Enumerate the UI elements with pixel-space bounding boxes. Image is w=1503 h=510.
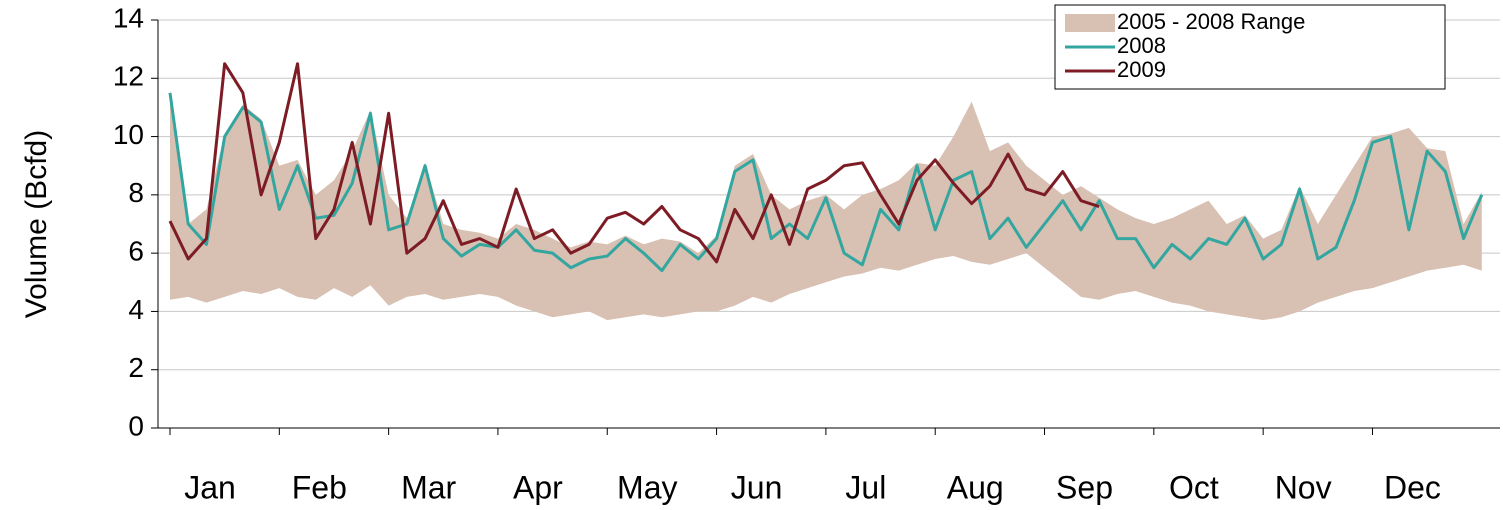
y-axis-title: Volume (Bcfd): [20, 130, 53, 318]
y-tick-label: 8: [128, 177, 144, 208]
legend-swatch: [1065, 14, 1115, 32]
legend-box: [1054, 4, 1446, 90]
x-tick-label: Dec: [1384, 469, 1441, 505]
y-tick-label: 2: [128, 352, 144, 383]
range-area: [170, 89, 1482, 321]
y-tick-label: 4: [128, 294, 144, 325]
series-line: [168, 62, 1100, 264]
x-tick-label: Oct: [1169, 469, 1219, 505]
x-tick-label: May: [617, 469, 677, 505]
x-tick-label: Feb: [292, 469, 347, 505]
x-tick-label: Jun: [731, 469, 783, 505]
x-tick-label: Jul: [845, 469, 886, 505]
x-tick-label: Aug: [947, 469, 1004, 505]
x-tick-label: Jan: [184, 469, 236, 505]
x-tick-label: Apr: [513, 469, 563, 505]
y-tick-label: 6: [128, 236, 144, 267]
legend-label: 2008: [1117, 33, 1166, 58]
x-tick-label: Sep: [1056, 469, 1113, 505]
x-tick-label: Mar: [401, 469, 456, 505]
y-tick-label: 14: [113, 2, 144, 33]
legend-label: 2009: [1117, 57, 1166, 82]
y-tick-label: 10: [113, 119, 144, 150]
x-tick-label: Nov: [1275, 469, 1332, 505]
legend-label: 2005 - 2008 Range: [1117, 9, 1305, 34]
series-line: [168, 92, 1484, 273]
y-tick-label: 12: [113, 61, 144, 92]
y-tick-label: 0: [128, 410, 144, 441]
